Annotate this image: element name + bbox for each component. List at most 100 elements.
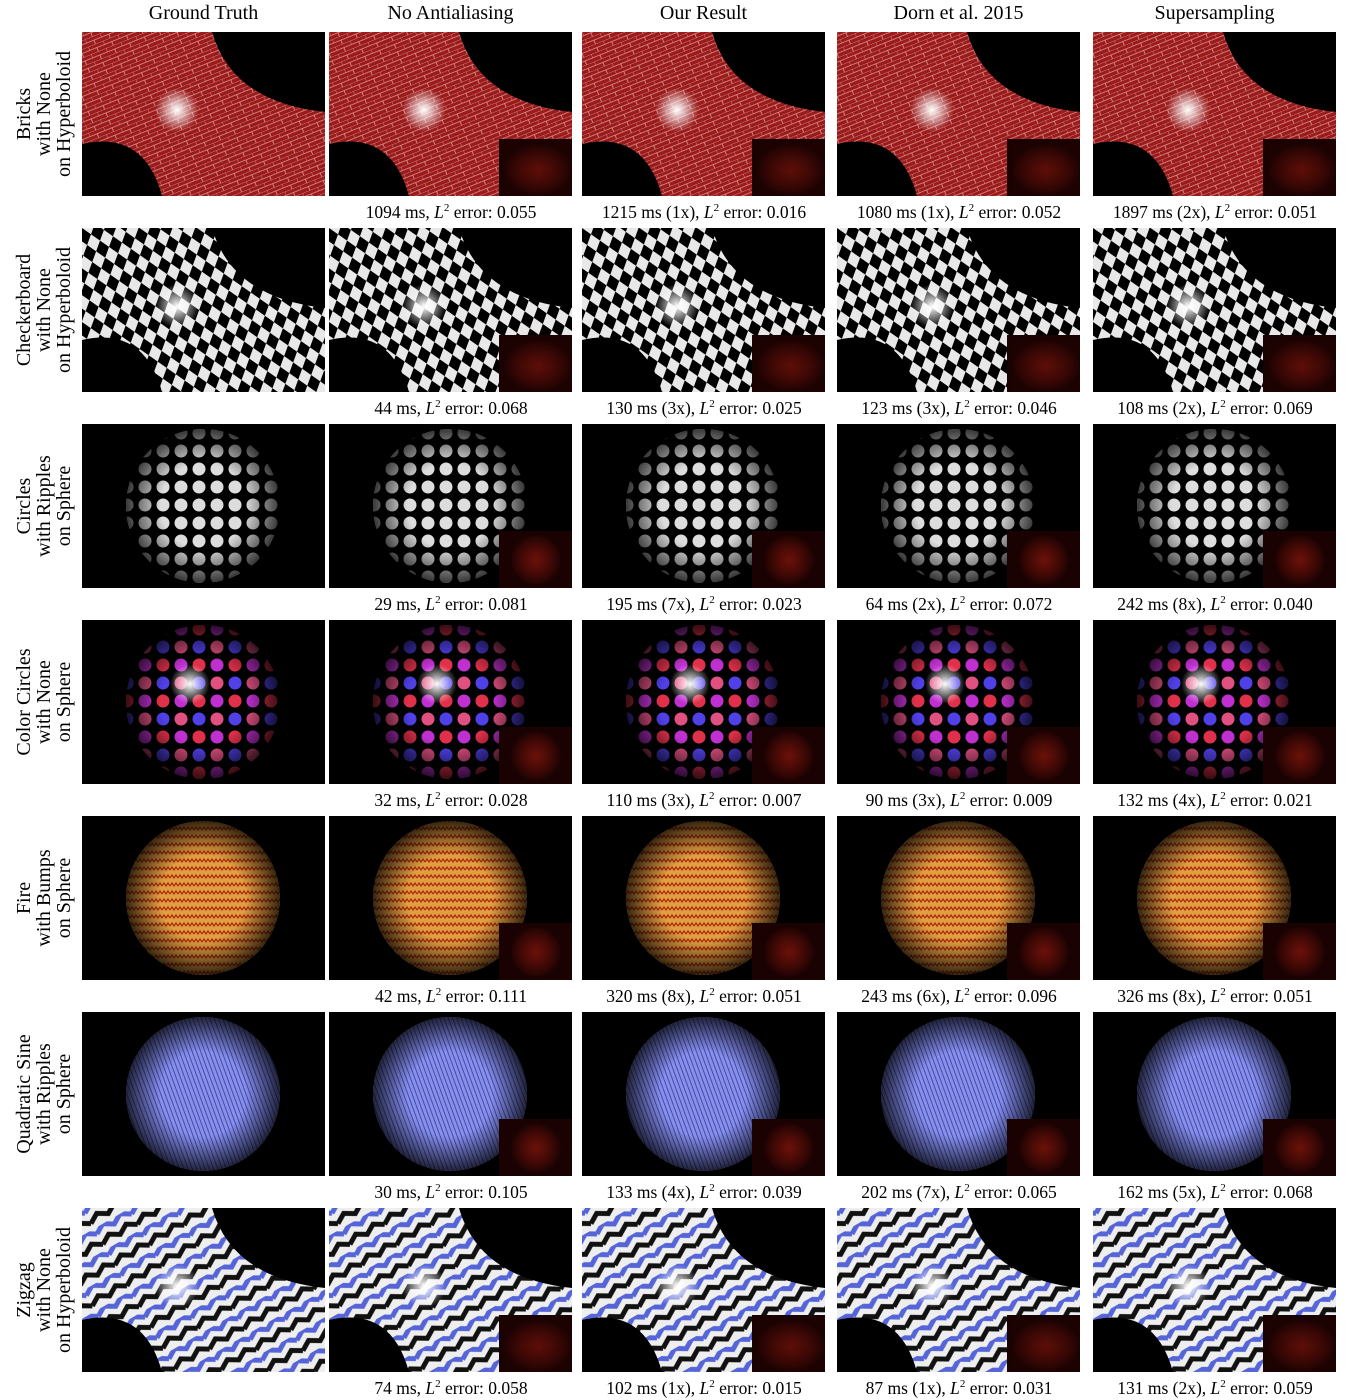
rendered-image [837,620,1080,784]
caption-norm-exponent: 2 [1220,398,1226,410]
caption-norm-exponent: 2 [435,790,441,802]
rendered-image [82,424,325,588]
highlight [925,664,965,704]
caption-error: error: 0.052 [979,202,1062,222]
error-map [764,927,814,977]
highlight [155,284,199,328]
rendered-image [82,620,325,784]
caption-timing: 87 ms (1x), [866,1378,946,1398]
caption-norm-exponent: 2 [435,1378,441,1390]
caption: 1897 ms (2x), L2 error: 0.051 [1087,202,1343,223]
row-label-line: on Hyperboloid [54,228,74,392]
row-label-line: on Sphere [54,424,74,588]
caption-timing: 132 ms (4x), [1117,790,1206,810]
caption-timing: 32 ms, [374,790,421,810]
sphere-shade [126,429,280,583]
highlight [417,664,457,704]
rendered-image [329,1012,572,1176]
caption-norm-exponent: 2 [709,594,715,606]
caption-norm: L [950,594,960,614]
caption-norm: L [434,202,444,222]
caption-norm-exponent: 2 [960,1378,966,1390]
rendered-image [82,228,325,392]
error-map [1019,927,1069,977]
error-map [757,340,825,392]
rendered-image [82,816,325,980]
caption-timing: 242 ms (8x), [1117,594,1206,614]
caption-norm-exponent: 2 [709,398,715,410]
rendered-image [82,1208,325,1372]
caption-norm-exponent: 2 [1225,202,1231,214]
caption-error: error: 0.031 [970,1378,1053,1398]
caption: 243 ms (6x), L2 error: 0.096 [831,986,1087,1007]
caption-timing: 108 ms (2x), [1117,398,1206,418]
error-map [1019,731,1069,781]
highlight [655,284,699,328]
row-label-line: with None [34,32,54,196]
rendered-image [1093,816,1336,980]
caption: 110 ms (3x), L2 error: 0.007 [576,790,832,811]
caption: 132 ms (4x), L2 error: 0.021 [1087,790,1343,811]
column-header: No Antialiasing [329,2,572,25]
caption-norm-exponent: 2 [435,594,441,606]
caption: 242 ms (8x), L2 error: 0.040 [1087,594,1343,615]
caption-error: error: 0.040 [1230,594,1313,614]
error-map [1012,340,1080,392]
error-map [511,535,561,585]
rendered-image [82,1012,325,1176]
column-header: Supersampling [1093,2,1336,25]
highlight [655,88,699,132]
highlight [155,1264,199,1308]
highlight [1166,88,1210,132]
caption: 320 ms (8x), L2 error: 0.051 [576,986,832,1007]
caption-norm: L [425,1378,435,1398]
caption-norm-exponent: 2 [709,1378,715,1390]
caption-error: error: 0.055 [454,202,537,222]
caption-norm-exponent: 2 [709,1182,715,1194]
rendered-image [837,32,1080,196]
highlight [670,664,710,704]
caption-timing: 1094 ms, [366,202,430,222]
error-map [757,144,825,196]
caption-norm-exponent: 2 [969,202,975,214]
row-label-line: with Ripples [34,1012,54,1176]
row-label-line: with Ripples [34,424,54,588]
caption-norm: L [425,398,435,418]
caption-norm: L [425,594,435,614]
caption-norm: L [1211,1182,1221,1202]
caption-error: error: 0.059 [1230,1378,1313,1398]
caption-norm: L [700,1378,710,1398]
caption-norm: L [425,790,435,810]
caption-norm: L [700,1182,710,1202]
caption-timing: 320 ms (8x), [606,986,695,1006]
caption-norm: L [699,790,709,810]
caption-error: error: 0.025 [719,398,802,418]
error-map [757,1320,825,1372]
caption-error: error: 0.051 [1230,986,1313,1006]
caption-error: error: 0.007 [719,790,802,810]
caption-timing: 133 ms (4x), [606,1182,695,1202]
error-map [504,144,572,196]
caption-norm: L [1211,790,1221,810]
row-label-line: Checkerboard [14,228,34,392]
rendered-image [1093,1012,1336,1176]
error-map [1012,1320,1080,1372]
caption-error: error: 0.072 [970,594,1053,614]
caption: 1215 ms (1x), L2 error: 0.016 [576,202,832,223]
error-map [511,927,561,977]
error-map [504,340,572,392]
rendered-image [1093,424,1336,588]
sphere-shade [126,1017,280,1171]
caption: 131 ms (2x), L2 error: 0.059 [1087,1378,1343,1399]
caption: 44 ms, L2 error: 0.068 [323,398,579,419]
caption-norm-exponent: 2 [964,398,970,410]
caption-error: error: 0.023 [719,594,802,614]
caption-error: error: 0.021 [1230,790,1313,810]
caption-norm-exponent: 2 [444,202,450,214]
error-map [511,1123,561,1173]
rendered-image [329,1208,572,1372]
error-map [504,1320,572,1372]
caption-timing: 64 ms (2x), [866,594,946,614]
highlight [402,284,446,328]
rendered-image [329,424,572,588]
